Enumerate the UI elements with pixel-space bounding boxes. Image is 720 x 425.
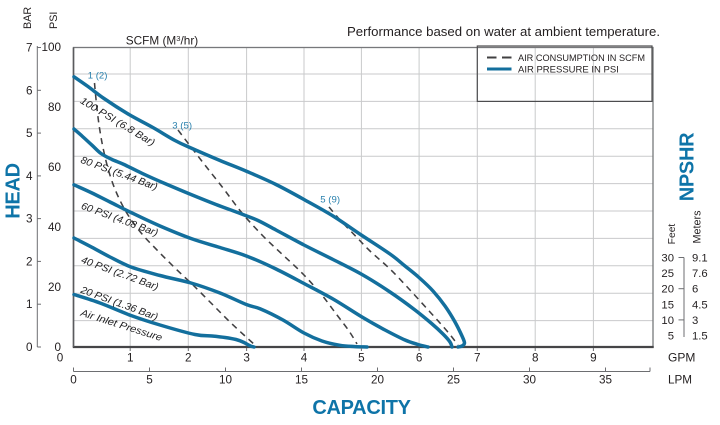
svg-text:SCFM (M3/hr): SCFM (M3/hr): [126, 34, 198, 48]
svg-text:LPM: LPM: [668, 374, 692, 387]
svg-text:2: 2: [26, 255, 33, 268]
svg-text:Performance based on water at: Performance based on water at ambient te…: [347, 24, 660, 39]
svg-text:PSI: PSI: [48, 12, 60, 29]
svg-text:9.1: 9.1: [692, 253, 708, 265]
svg-text:9: 9: [590, 352, 597, 365]
svg-text:7: 7: [26, 42, 33, 55]
svg-text:8: 8: [532, 352, 539, 365]
svg-text:5: 5: [146, 374, 153, 387]
svg-text:6: 6: [26, 84, 33, 97]
svg-text:35: 35: [599, 374, 613, 387]
svg-text:25: 25: [661, 268, 674, 280]
svg-text:100: 100: [41, 41, 61, 54]
svg-text:6: 6: [692, 284, 698, 296]
svg-text:80: 80: [48, 101, 62, 114]
svg-text:AIR PRESSURE IN PSI: AIR PRESSURE IN PSI: [518, 65, 619, 76]
svg-text:3: 3: [243, 352, 250, 365]
svg-text:3: 3: [26, 213, 33, 226]
svg-text:20: 20: [371, 374, 385, 387]
svg-text:1: 1: [127, 352, 134, 365]
svg-text:5: 5: [26, 127, 33, 140]
svg-text:0: 0: [57, 352, 64, 365]
svg-text:5: 5: [668, 331, 674, 343]
svg-text:6: 6: [416, 352, 423, 365]
svg-text:20: 20: [661, 284, 674, 296]
svg-text:15: 15: [661, 299, 674, 311]
svg-text:30: 30: [523, 374, 537, 387]
svg-text:1 (2): 1 (2): [88, 71, 108, 82]
svg-text:0: 0: [70, 374, 77, 387]
svg-text:1: 1: [26, 298, 33, 311]
svg-text:7.6: 7.6: [692, 268, 708, 280]
svg-text:30: 30: [661, 253, 674, 265]
svg-text:15: 15: [295, 374, 309, 387]
svg-text:25: 25: [447, 374, 461, 387]
svg-text:Meters: Meters: [692, 210, 704, 244]
svg-text:10: 10: [661, 315, 674, 327]
svg-text:4: 4: [26, 170, 33, 183]
svg-text:0: 0: [54, 341, 61, 354]
svg-text:CAPACITY: CAPACITY: [312, 397, 411, 419]
svg-text:4: 4: [301, 352, 308, 365]
svg-text:NPSHR: NPSHR: [677, 132, 699, 201]
svg-text:20: 20: [48, 281, 62, 294]
svg-text:10: 10: [219, 374, 233, 387]
svg-text:4.5: 4.5: [692, 299, 708, 311]
svg-text:5 (9): 5 (9): [320, 195, 340, 206]
svg-text:7: 7: [474, 352, 481, 365]
svg-text:3 (5): 3 (5): [172, 121, 192, 132]
svg-text:1.5: 1.5: [692, 331, 708, 343]
svg-text:0: 0: [26, 341, 33, 354]
svg-text:GPM: GPM: [668, 351, 695, 365]
svg-text:5: 5: [358, 352, 365, 365]
svg-text:3: 3: [692, 315, 698, 327]
svg-text:60: 60: [48, 161, 62, 174]
svg-text:Feet: Feet: [667, 224, 678, 245]
svg-text:AIR CONSUMPTION IN SCFM: AIR CONSUMPTION IN SCFM: [518, 53, 645, 64]
svg-text:2: 2: [185, 352, 192, 365]
svg-text:HEAD: HEAD: [3, 163, 25, 218]
svg-text:40: 40: [48, 221, 62, 234]
svg-text:BAR: BAR: [22, 7, 34, 29]
